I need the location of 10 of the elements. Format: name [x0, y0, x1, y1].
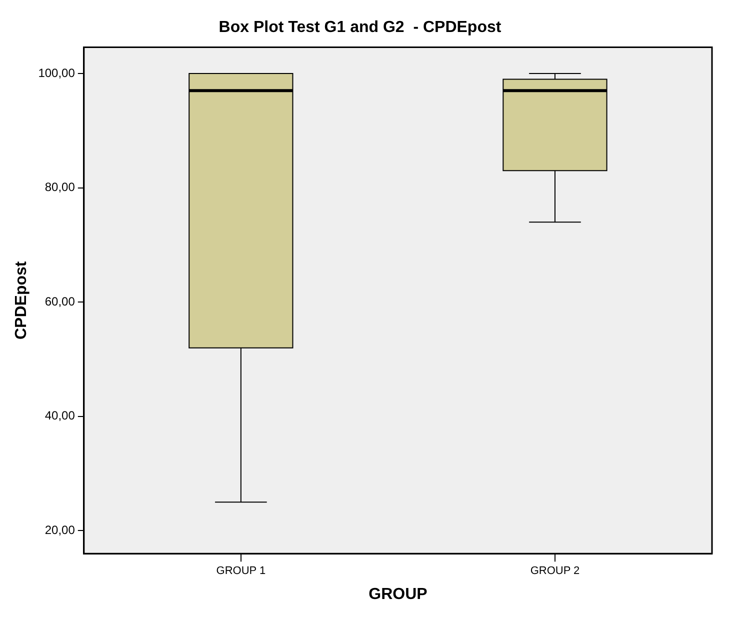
y-tick-label: 20,00 — [44, 523, 76, 538]
y-tick-label: 80,00 — [44, 180, 76, 194]
y-axis-title: CPDEpost — [13, 260, 30, 340]
chart-title: Box Plot Test G1 and G2 - CPDEpost — [218, 19, 502, 36]
y-tick-label: 60,00 — [44, 294, 76, 308]
x-axis-title: GROUP — [368, 586, 428, 603]
x-tick-label: GROUP 2 — [530, 565, 580, 578]
y-tick-label: 40,00 — [44, 408, 76, 423]
y-tick-label: 100,00 — [38, 66, 76, 80]
x-tick-label: GROUP 1 — [216, 565, 266, 578]
